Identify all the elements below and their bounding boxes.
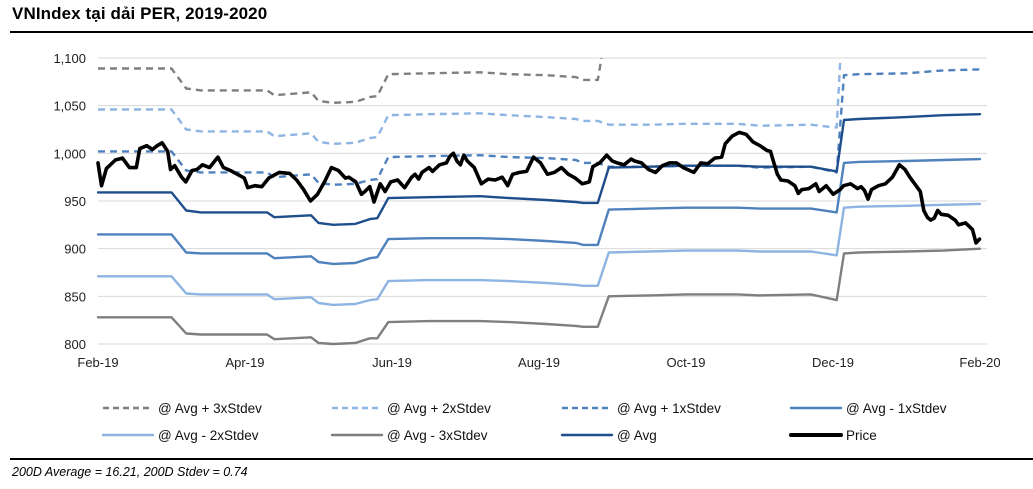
y-tick-label: 1,100 <box>53 51 86 66</box>
legend-label: @ Avg - 3xStdev <box>387 428 488 443</box>
x-tick-label: Oct-19 <box>666 355 705 370</box>
legend-item: @ Avg - 3xStdev <box>330 428 488 443</box>
legend-item: @ Avg + 1xStdev <box>562 401 721 416</box>
series-line-avg-1xstdev <box>98 68 981 187</box>
x-tick-label: Jun-19 <box>372 355 412 370</box>
y-tick-label: 900 <box>64 242 86 257</box>
series-line-avg-2xstdev <box>98 57 842 146</box>
legend-label: @ Avg <box>617 428 657 443</box>
title-divider <box>10 31 1033 33</box>
series-line-price <box>96 130 982 245</box>
legend-item: @ Avg - 2xStdev <box>101 428 259 443</box>
series-line-avg-2xstdev <box>96 202 982 307</box>
legend-label: @ Avg - 2xStdev <box>158 428 259 443</box>
y-tick-label: 1,000 <box>53 146 86 161</box>
chart-title: VNIndex tại dải PER, 2019-2020 <box>12 4 268 23</box>
series-lines <box>96 57 982 346</box>
legend-item: @ Avg <box>560 428 657 443</box>
legend-item: @ Avg - 1xStdev <box>789 401 947 416</box>
legend-label: @ Avg + 1xStdev <box>617 401 721 416</box>
legend-label: @ Avg + 2xStdev <box>387 401 491 416</box>
series-line-avg-1xstdev <box>96 157 982 266</box>
x-axis-tick-labels: Feb-19 Apr-19 Jun-19 Aug-19 Oct-19 Dec-19 Feb-… <box>77 355 1000 370</box>
x-tick-label: Feb-19 <box>77 355 118 370</box>
y-tick-label: 1,050 <box>53 99 86 114</box>
legend-item: Price <box>789 428 877 443</box>
x-tick-label: Dec-19 <box>812 355 854 370</box>
series-line-avg-3xstdev <box>98 57 603 105</box>
footnote: 200D Average = 16.21, 200D Stdev = 0.74 <box>12 465 248 479</box>
x-tick-label: Apr-19 <box>225 355 264 370</box>
legend-label: @ Avg - 1xStdev <box>846 401 947 416</box>
legend-item: @ Avg + 2xStdev <box>332 401 491 416</box>
legend-label: @ Avg + 3xStdev <box>158 401 262 416</box>
x-tick-label: Aug-19 <box>518 355 560 370</box>
y-tick-label: 850 <box>64 289 86 304</box>
y-axis-tick-labels: 800 850 900 950 1,000 1,050 1,100 <box>53 51 86 352</box>
series-line-avg-3xstdev <box>96 247 982 346</box>
x-tick-label: Feb-20 <box>959 355 1000 370</box>
series-line-avg <box>96 112 982 227</box>
y-tick-label: 800 <box>64 337 86 352</box>
footer-divider <box>10 458 1033 460</box>
legend-label: Price <box>846 428 877 443</box>
legend-item: @ Avg + 3xStdev <box>103 401 262 416</box>
y-tick-label: 950 <box>64 194 86 209</box>
legend: @ Avg + 3xStdev @ Avg + 2xStdev @ Avg + 1x… <box>101 401 947 443</box>
